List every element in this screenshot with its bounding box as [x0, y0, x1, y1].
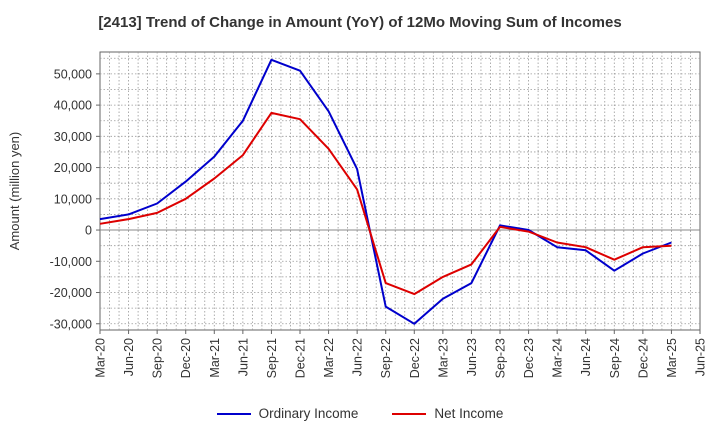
- x-tick-label: Mar-24: [551, 338, 565, 378]
- x-tick-label: Sep-24: [608, 338, 622, 378]
- x-tick-label: Mar-20: [94, 338, 108, 378]
- x-tick-label: Mar-23: [436, 338, 450, 378]
- series-lines: [99, 58, 672, 325]
- y-tick-label: 30,000: [54, 130, 92, 144]
- axes: 50,000 40,000 30,000 20,000 10,000 0 -10,000 -2…: [50, 67, 708, 378]
- x-tick-label: Mar-21: [208, 338, 222, 378]
- x-tick-label: Mar-25: [665, 338, 679, 378]
- series-line-2: [99, 111, 672, 296]
- x-tick-label: Sep-23: [494, 338, 508, 378]
- x-tick-label: Sep-22: [379, 338, 393, 378]
- y-tick-label: 50,000: [54, 67, 92, 81]
- y-tick-label: 10,000: [54, 192, 92, 206]
- x-tick-label: Jun-25: [694, 338, 708, 376]
- y-tick-label: 0: [85, 224, 92, 238]
- x-tick-label: Dec-24: [636, 338, 650, 378]
- legend-swatch: [216, 412, 251, 415]
- x-tick-label: Dec-22: [408, 338, 422, 378]
- x-tick-label: Jun-22: [351, 338, 365, 376]
- grid-lines: [100, 52, 700, 330]
- y-tick-label: -30,000: [50, 317, 92, 331]
- legend-swatch: [392, 412, 427, 415]
- legend: Ordinary Income Net Income: [0, 406, 720, 421]
- legend-item-1: Ordinary Income: [216, 406, 359, 421]
- x-tick-label: Dec-20: [179, 338, 193, 378]
- y-tick-label: 20,000: [54, 161, 92, 175]
- chart-title: [2413] Trend of Change in Amount (YoY) o…: [98, 14, 622, 31]
- x-tick-label: Jun-23: [465, 338, 479, 376]
- y-tick-label: 40,000: [54, 99, 92, 113]
- x-tick-label: Jun-20: [122, 338, 136, 376]
- legend-label: Ordinary Income: [258, 406, 359, 421]
- x-tick-label: Mar-22: [322, 338, 336, 378]
- y-axis-title: Amount (million yen): [7, 132, 22, 251]
- plot-area: [99, 51, 701, 331]
- y-tick-label: -10,000: [50, 255, 92, 269]
- x-tick-label: Dec-23: [522, 338, 536, 378]
- y-tick-label: -20,000: [50, 286, 92, 300]
- legend-item-2: Net Income: [392, 406, 503, 421]
- legend-label: Net Income: [434, 406, 504, 421]
- x-tick-label: Jun-24: [579, 338, 593, 376]
- series-line-1: [99, 58, 672, 325]
- x-tick-label: Sep-21: [265, 338, 279, 378]
- x-tick-label: Sep-20: [151, 338, 165, 378]
- x-tick-label: Jun-21: [236, 338, 250, 376]
- x-tick-label: Dec-21: [294, 338, 308, 378]
